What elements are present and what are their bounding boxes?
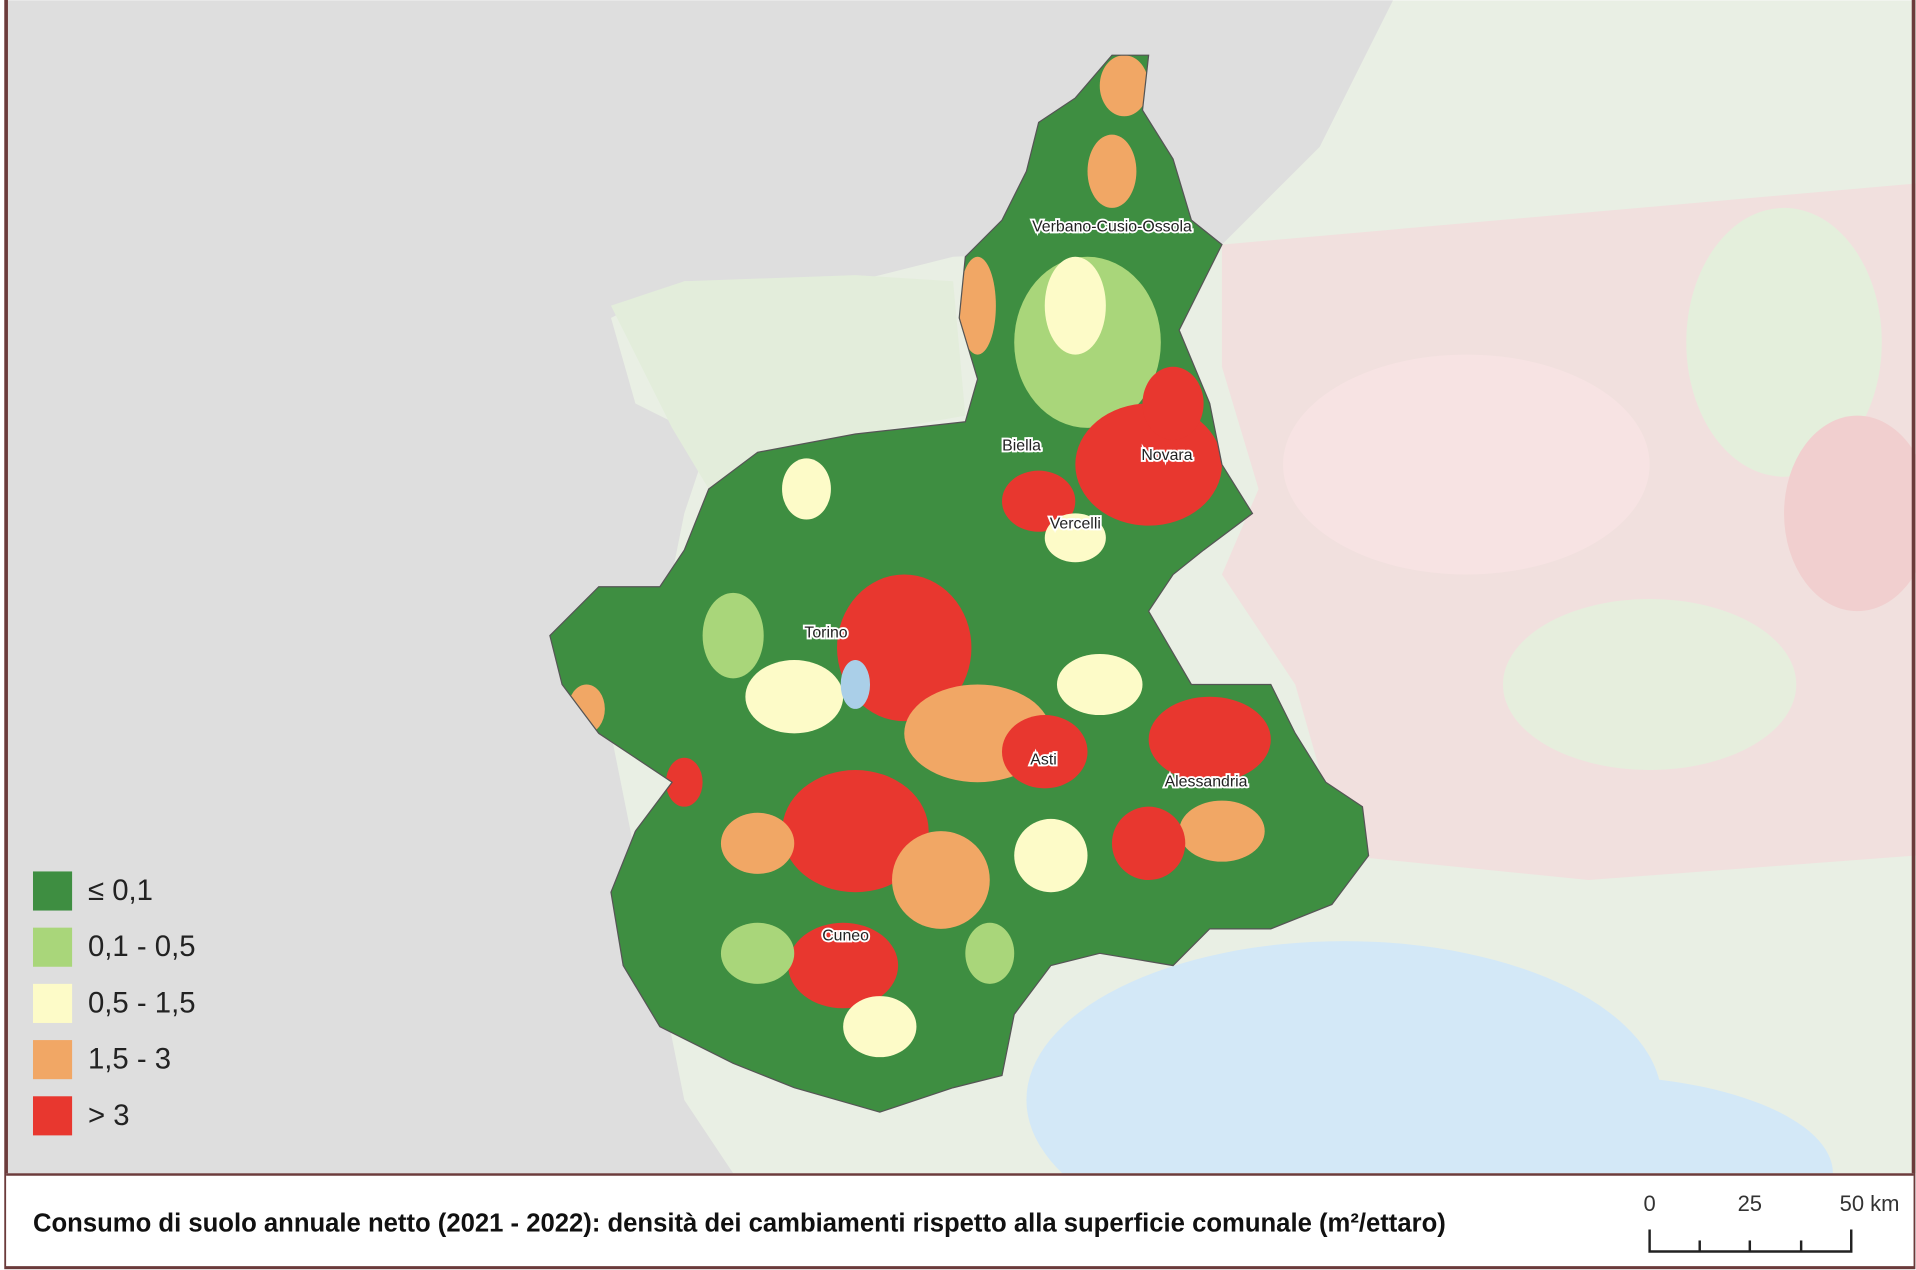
place-label: Vercelli — [1050, 516, 1101, 533]
place-label: Biella — [1002, 437, 1041, 454]
legend-swatch — [32, 983, 73, 1023]
legend-label: 0,1 - 0,5 — [88, 930, 196, 963]
scale-label: 25 — [1738, 1191, 1762, 1216]
legend-label: 0,5 - 1,5 — [88, 986, 196, 1019]
legend-swatch — [32, 927, 73, 967]
place-label: Cuneo — [822, 927, 869, 944]
place-label: Novara — [1141, 447, 1192, 464]
legend-label: ≤ 0,1 — [88, 874, 153, 907]
scale-label: 50 km — [1840, 1191, 1900, 1216]
scale-bar — [1648, 1229, 1853, 1253]
map-title: Consumo di suolo annuale netto (2021 - 2… — [33, 1209, 1446, 1237]
footer — [6, 1173, 1914, 1267]
place-label: Alessandria — [1165, 773, 1248, 790]
legend-label: > 3 — [88, 1099, 130, 1132]
place-label: Torino — [804, 624, 847, 641]
legend-swatch — [32, 1040, 73, 1080]
place-label: Verbano-Cusio-Ossola — [1032, 219, 1192, 236]
scale-label: 0 — [1644, 1191, 1656, 1216]
legend-swatch — [32, 1096, 73, 1136]
legend-label: 1,5 - 3 — [88, 1043, 171, 1076]
legend-swatch — [32, 871, 73, 911]
frame — [4, 0, 1916, 1270]
place-label: Asti — [1030, 751, 1056, 768]
